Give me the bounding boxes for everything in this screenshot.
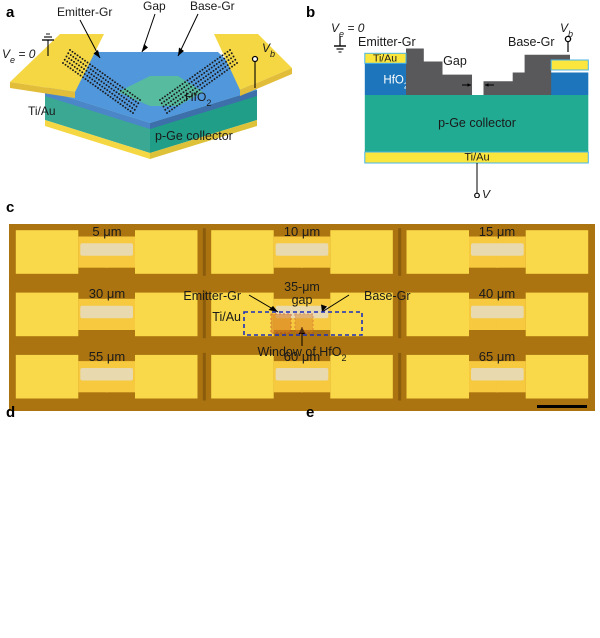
svg-text:55 μm: 55 μm — [89, 349, 125, 364]
svg-text:30 μm: 30 μm — [89, 286, 125, 301]
svg-text:gap: gap — [292, 293, 313, 307]
svg-text:p-Ge collector: p-Ge collector — [155, 129, 233, 143]
svg-text:15 μm: 15 μm — [479, 224, 515, 239]
svg-text:Emitter-Gr: Emitter-Gr — [358, 35, 416, 49]
svg-text:Base-Gr: Base-Gr — [364, 289, 411, 303]
svg-text:40 μm: 40 μm — [479, 286, 515, 301]
svg-text:Base-Gr: Base-Gr — [508, 35, 555, 49]
svg-text:Base-Gr: Base-Gr — [190, 0, 235, 13]
svg-text:35-μm: 35-μm — [284, 280, 320, 294]
svg-text:Ti/Au: Ti/Au — [373, 52, 397, 64]
svg-text:65 μm: 65 μm — [479, 349, 515, 364]
svg-text:Ti/Au: Ti/Au — [28, 104, 56, 118]
svg-text:Gap: Gap — [143, 0, 166, 13]
svg-text:Emitter-Gr: Emitter-Gr — [183, 289, 241, 303]
svg-text:Ti/Au: Ti/Au — [464, 152, 489, 164]
svg-text:Ti/Au: Ti/Au — [212, 310, 241, 324]
svg-text:10 μm: 10 μm — [284, 224, 320, 239]
svg-text:Emitter-Gr: Emitter-Gr — [57, 5, 112, 19]
svg-text:5 μm: 5 μm — [92, 224, 121, 239]
svg-text:Vc: Vc — [482, 188, 495, 199]
svg-text:Gap: Gap — [443, 54, 467, 68]
svg-text:p-Ge collector: p-Ge collector — [438, 116, 516, 130]
